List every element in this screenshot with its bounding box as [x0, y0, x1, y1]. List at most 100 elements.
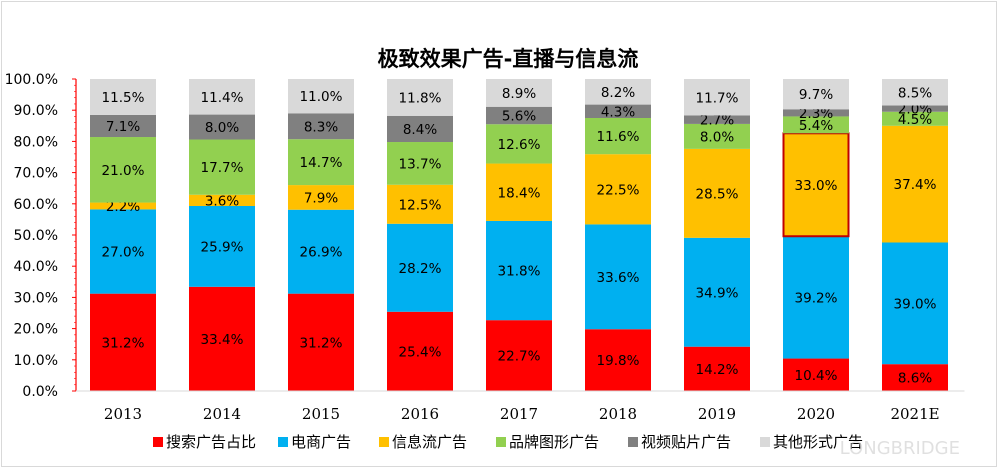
- bar-segment: [486, 79, 552, 107]
- data-label: 2.3%: [799, 106, 833, 122]
- legend-swatch: [379, 437, 389, 447]
- x-tick-label: 2013: [104, 405, 142, 423]
- bar-segment: [387, 115, 453, 143]
- bar-segment: [882, 79, 948, 106]
- legend-label: 品牌图形广告: [509, 433, 599, 451]
- bar-segment: [585, 154, 651, 225]
- bars: 31.2% 27.0% 2.2% 21.0% 7.1% 11.5% 33.4% 25.9% 3.…: [90, 79, 948, 391]
- data-label: 31.8%: [498, 264, 541, 280]
- bar-segment: [189, 139, 255, 195]
- data-label: 22.7%: [498, 349, 541, 365]
- data-label: 11.6%: [597, 129, 640, 145]
- data-label: 37.4%: [894, 177, 937, 193]
- legend-swatch: [153, 437, 163, 447]
- bar-segment: [684, 115, 750, 124]
- data-label: 14.2%: [696, 362, 739, 378]
- y-tick-label: 10.0%: [14, 353, 58, 369]
- bar-segment: [288, 185, 354, 210]
- bar-segment: [585, 104, 651, 118]
- bar-segment: [189, 205, 255, 287]
- bar-segment: [585, 118, 651, 155]
- data-label: 8.0%: [700, 129, 734, 145]
- bar-segment: [288, 113, 354, 140]
- data-label: 39.0%: [894, 296, 937, 312]
- bar-segment: [387, 79, 453, 116]
- bar-segment: [882, 242, 948, 365]
- legend-swatch: [760, 437, 770, 447]
- legend-label: 其他形式广告: [773, 433, 863, 451]
- data-label: 17.7%: [201, 160, 244, 176]
- bar-segment: [288, 139, 354, 186]
- bar-segment: [783, 79, 849, 110]
- bar-segment: [783, 116, 849, 134]
- data-label: 18.4%: [498, 185, 541, 201]
- data-label: 25.4%: [399, 344, 442, 360]
- bar-segment: [783, 133, 849, 237]
- bar-segment: [387, 184, 453, 224]
- x-tick-label: 2018: [599, 405, 637, 423]
- data-label: 8.0%: [205, 120, 239, 136]
- x-tick-label: 2014: [203, 405, 241, 423]
- data-label: 8.3%: [304, 119, 338, 135]
- bar-segment: [684, 237, 750, 347]
- bar-segment: [90, 114, 156, 138]
- bar-segment: [90, 209, 156, 294]
- data-label: 10.4%: [795, 368, 838, 384]
- y-tick-label: 20.0%: [14, 322, 58, 338]
- y-tick-label: 40.0%: [14, 259, 58, 275]
- bar-segment: [387, 223, 453, 312]
- data-label: 3.6%: [205, 193, 239, 209]
- legend-label: 视频贴片广告: [641, 433, 731, 451]
- data-label: 21.0%: [102, 163, 145, 179]
- data-label: 4.5%: [898, 112, 932, 128]
- data-label: 8.2%: [601, 85, 635, 101]
- data-label: 26.9%: [300, 245, 343, 261]
- legend-swatch: [278, 437, 288, 447]
- x-tick-label: 2016: [401, 405, 439, 423]
- data-label: 14.7%: [300, 155, 343, 171]
- bar-segment: [783, 236, 849, 359]
- bar-segment: [585, 79, 651, 105]
- data-label: 19.8%: [597, 353, 640, 369]
- bar-segment: [486, 106, 552, 125]
- x-tick-label: 2020: [797, 405, 835, 423]
- y-tick-label: 60.0%: [14, 197, 58, 213]
- x-tick-label: 2019: [698, 405, 736, 423]
- bar-segment: [783, 358, 849, 391]
- data-label: 5.6%: [502, 109, 536, 125]
- bar-segment: [90, 293, 156, 391]
- bar-segment: [684, 79, 750, 116]
- data-label: 31.2%: [102, 335, 145, 351]
- data-label: 31.2%: [300, 335, 343, 351]
- bar-segment: [783, 109, 849, 117]
- y-axis: 0.0% 10.0% 20.0% 30.0% 40.0% 50.0% 60.0% 70.0% 8…: [5, 72, 77, 400]
- legend-swatch: [496, 437, 506, 447]
- data-label: 2.0%: [898, 102, 932, 118]
- bar-segment: [486, 124, 552, 164]
- data-label: 25.9%: [201, 239, 244, 255]
- data-label: 33.6%: [597, 270, 640, 286]
- data-label: 39.2%: [795, 290, 838, 306]
- x-tick-label: 2017: [500, 405, 538, 423]
- data-label: 27.0%: [102, 245, 145, 261]
- x-tick-label: 2021E: [890, 405, 939, 423]
- bar-segment: [90, 202, 156, 210]
- data-label: 5.4%: [799, 118, 833, 134]
- data-label: 22.5%: [597, 182, 640, 198]
- bar-segment: [189, 194, 255, 206]
- legend-swatch: [628, 437, 638, 447]
- bar-segment: [882, 125, 948, 243]
- bar-segment: [882, 111, 948, 126]
- y-tick-label: 0.0%: [22, 384, 58, 400]
- data-label: 11.7%: [696, 90, 739, 106]
- y-tick-label: 100.0%: [5, 72, 58, 88]
- data-label: 28.5%: [696, 186, 739, 202]
- data-label: 2.2%: [106, 199, 140, 215]
- bar-segment: [585, 224, 651, 330]
- bar-segment: [387, 311, 453, 391]
- data-label: 12.5%: [399, 197, 442, 213]
- bar-segment: [486, 163, 552, 221]
- y-tick-label: 80.0%: [14, 134, 58, 150]
- bar-segment: [387, 142, 453, 185]
